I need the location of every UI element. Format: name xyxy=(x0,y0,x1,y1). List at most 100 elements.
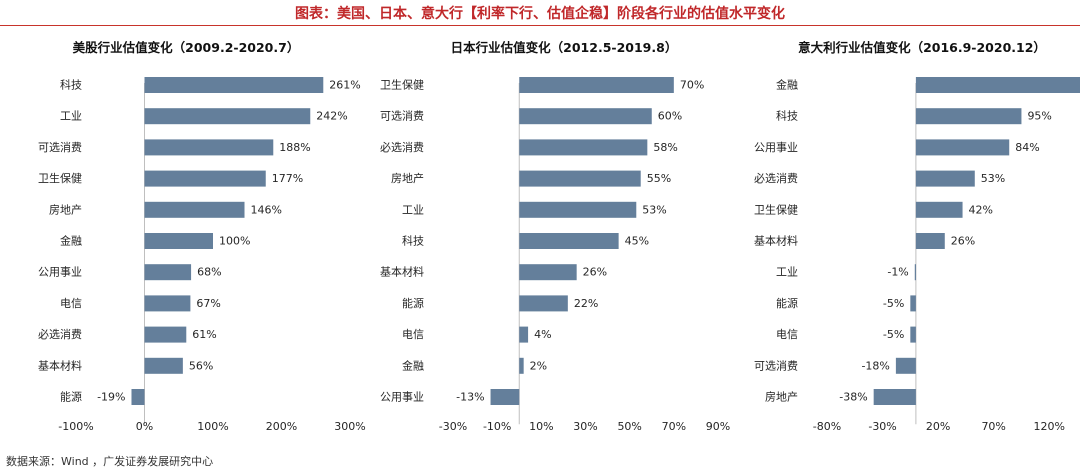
chart1-tick-label: -100% xyxy=(58,420,93,433)
chart1-tick-label: 0% xyxy=(136,420,153,433)
chart3-bar xyxy=(895,357,916,374)
charts-container: 美股行业估值变化（2009.2-2020.7） 科技 261% 工业 242% 可选消费 1… xyxy=(38,40,1080,433)
chart1: 美股行业估值变化（2009.2-2020.7） 科技 261% 工业 242% 可选消费 1… xyxy=(38,40,366,433)
chart1-bar xyxy=(144,139,274,156)
chart2-category-label: 能源 xyxy=(402,296,424,310)
chart3-category-label: 基本材料 xyxy=(754,234,798,248)
chart3-value-label: 84% xyxy=(1015,141,1039,154)
chart3-value-label: -18% xyxy=(861,359,889,372)
chart2-category-label: 房地产 xyxy=(391,171,424,185)
chart1-tick-label: 300% xyxy=(334,420,365,433)
chart3-category-label: 能源 xyxy=(776,296,798,310)
chart3-category-label: 必选消费 xyxy=(754,171,798,185)
chart2-value-label: 22% xyxy=(574,297,598,310)
chart2-bar xyxy=(519,201,637,218)
chart1-bar xyxy=(144,295,191,312)
chart3-tick-label: -30% xyxy=(868,420,896,433)
chart1-bar xyxy=(144,170,266,187)
chart2: 日本行业估值变化（2012.5-2019.8） 卫生保健 70% 可选消费 60% 必选消… xyxy=(380,40,730,433)
chart1-value-label: 177% xyxy=(272,172,303,185)
chart3-value-label: 26% xyxy=(951,235,975,248)
chart3-bar xyxy=(915,170,975,187)
chart3-category-label: 房地产 xyxy=(765,390,798,404)
chart1-tick-label: 200% xyxy=(266,420,297,433)
chart2-value-label: 58% xyxy=(653,141,677,154)
chart1-bar xyxy=(144,264,192,281)
chart1-value-label: -19% xyxy=(97,391,125,404)
chart2-category-label: 必选消费 xyxy=(380,140,424,154)
chart2-category-label: 可选消费 xyxy=(380,109,424,123)
chart1-bar xyxy=(144,201,245,218)
chart1-value-label: 146% xyxy=(251,203,282,216)
chart1-bar xyxy=(144,77,324,93)
chart1-category-label: 科技 xyxy=(60,78,82,92)
chart3-bar xyxy=(914,264,916,281)
chart2-bar xyxy=(519,326,529,343)
chart3-value-label: -5% xyxy=(883,297,904,310)
chart3-category-label: 电信 xyxy=(776,328,798,341)
chart2-bar xyxy=(519,357,524,374)
source-note: 数据来源：Wind ，广发证券发展研究中心 xyxy=(6,455,214,468)
chart1-category-label: 卫生保健 xyxy=(38,171,82,185)
chart2-value-label: 2% xyxy=(530,359,547,372)
chart2-category-label: 工业 xyxy=(402,203,424,216)
chart2-bar xyxy=(519,108,652,125)
chart1-bar xyxy=(144,326,187,343)
chart3-tick-label: 20% xyxy=(926,420,950,433)
chart3-value-label: -1% xyxy=(887,266,908,279)
chart1-value-label: 67% xyxy=(196,297,220,310)
chart2-bar xyxy=(519,139,648,156)
chart3-bar xyxy=(873,389,916,405)
chart2-category-label: 基本材料 xyxy=(380,265,424,279)
chart3-bar xyxy=(910,326,916,343)
chart3-value-label: -5% xyxy=(883,328,904,341)
chart2-bar xyxy=(519,170,641,187)
chart2-bar xyxy=(490,389,520,405)
chart1-tick-label: 100% xyxy=(197,420,228,433)
chart1-category-label: 电信 xyxy=(60,297,82,310)
chart1-title: 美股行业估值变化（2009.2-2020.7） xyxy=(73,40,300,55)
chart2-category-label: 公用事业 xyxy=(380,391,424,404)
chart2-tick-label: -10% xyxy=(483,420,511,433)
chart3-category-label: 工业 xyxy=(776,266,798,279)
chart2-value-label: 70% xyxy=(680,79,704,92)
chart3-category-label: 卫生保健 xyxy=(754,202,798,216)
chart3-bar xyxy=(915,201,963,218)
chart3-bar xyxy=(910,295,916,312)
figure-header: 图表：美国、日本、意大行【利率下行、估值企稳】阶段各行业的估值水平变化 xyxy=(0,0,1080,26)
chart2-tick-label: 30% xyxy=(573,420,597,433)
chart3-bar xyxy=(915,139,1010,156)
chart1-value-label: 242% xyxy=(316,110,347,123)
chart2-bar xyxy=(519,77,674,93)
chart2-value-label: 53% xyxy=(642,203,666,216)
chart3-category-label: 科技 xyxy=(776,109,798,123)
chart3-category-label: 公用事业 xyxy=(754,141,798,154)
chart1-category-label: 必选消费 xyxy=(38,327,82,341)
chart3-bar xyxy=(915,77,1080,93)
chart1-value-label: 56% xyxy=(189,359,213,372)
chart2-category-label: 科技 xyxy=(402,234,424,248)
chart2-title: 日本行业估值变化（2012.5-2019.8） xyxy=(451,40,678,55)
chart3-tick-label: 70% xyxy=(981,420,1005,433)
chart2-tick-label: -30% xyxy=(439,420,467,433)
chart3-category-label: 金融 xyxy=(776,78,798,92)
chart2-bar xyxy=(519,295,568,312)
chart1-category-label: 公用事业 xyxy=(38,266,82,279)
chart2-category-label: 金融 xyxy=(402,358,424,372)
chart2-value-label: 26% xyxy=(583,266,607,279)
figure-title: 图表：美国、日本、意大行【利率下行、估值企稳】阶段各行业的估值水平变化 xyxy=(295,5,785,22)
chart3-value-label: -38% xyxy=(839,391,867,404)
chart1-bar xyxy=(144,108,311,125)
chart3-bar xyxy=(915,108,1022,125)
chart1-category-label: 房地产 xyxy=(49,202,82,216)
chart1-value-label: 61% xyxy=(192,328,216,341)
chart2-tick-label: 70% xyxy=(662,420,686,433)
chart1-value-label: 261% xyxy=(329,79,360,92)
chart1-category-label: 可选消费 xyxy=(38,140,82,154)
chart2-value-label: -13% xyxy=(456,391,484,404)
chart2-bar xyxy=(519,233,619,249)
chart1-value-label: 188% xyxy=(279,141,310,154)
chart1-category-label: 金融 xyxy=(60,234,82,248)
chart2-tick-label: 50% xyxy=(617,420,641,433)
